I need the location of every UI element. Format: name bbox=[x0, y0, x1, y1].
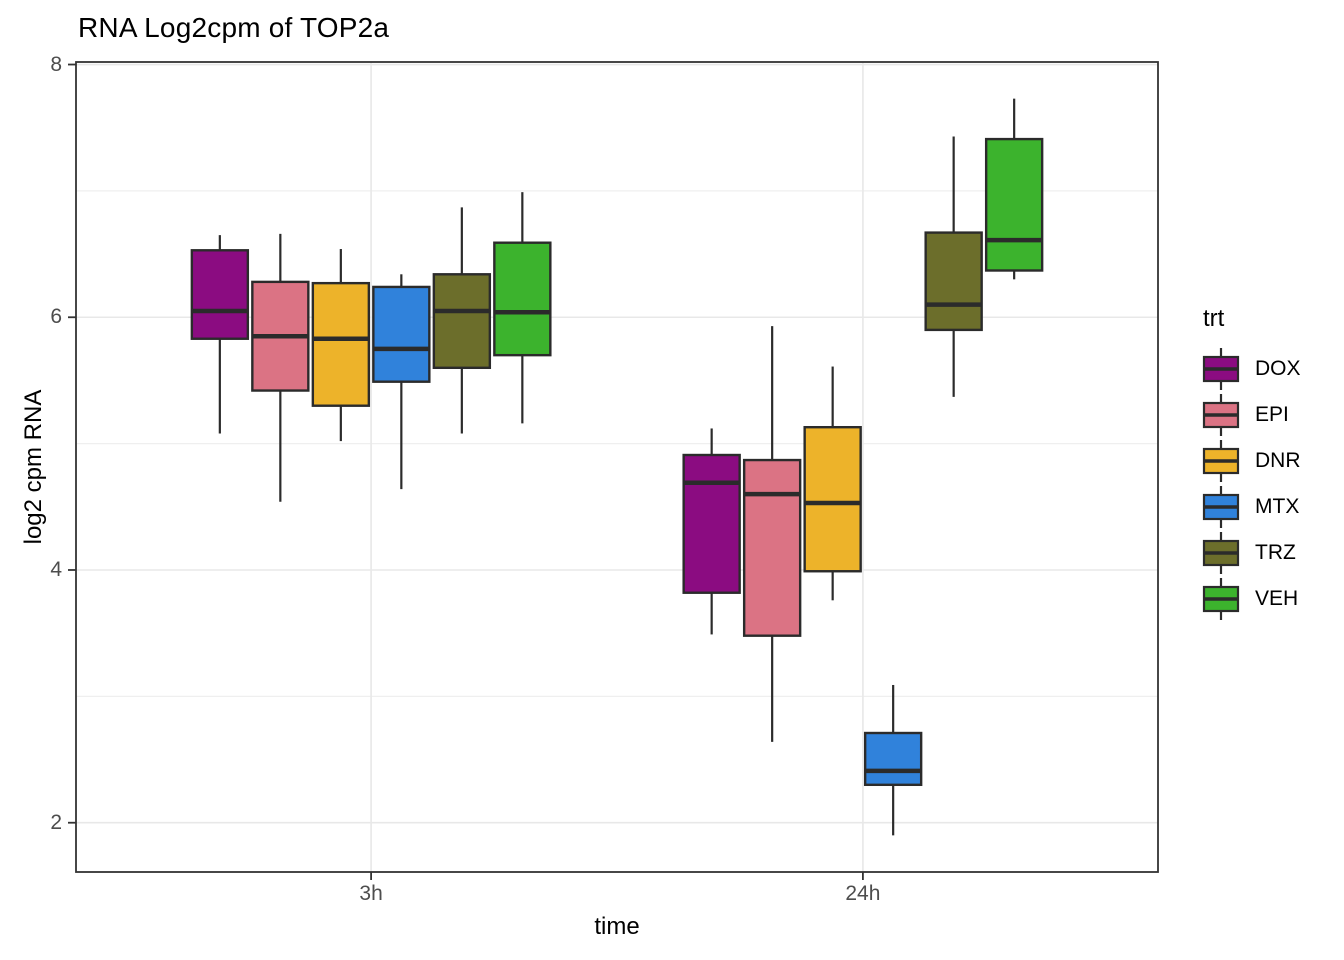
iqr-box bbox=[742, 458, 802, 637]
box-TRZ-3h bbox=[432, 207, 492, 434]
box-DOX-3h bbox=[190, 235, 250, 434]
legend: trt DOX EPI DNR MTX TRZ VEH bbox=[1202, 305, 1301, 622]
chart-title: RNA Log2cpm of TOP2a bbox=[78, 12, 390, 43]
legend-item-DNR: DNR bbox=[1202, 438, 1301, 484]
legend-item-MTX: MTX bbox=[1202, 484, 1301, 530]
iqr-box bbox=[924, 231, 983, 332]
box-TRZ-24h bbox=[924, 136, 983, 397]
legend-key-DNR bbox=[1202, 440, 1240, 482]
panel-border bbox=[75, 61, 1159, 873]
legend-item-VEH: VEH bbox=[1202, 576, 1301, 622]
x-axis-title: time bbox=[594, 913, 640, 940]
box-MTX-24h bbox=[863, 684, 923, 836]
legend-item-EPI: EPI bbox=[1202, 392, 1301, 438]
y-tick-label-4: 4 bbox=[50, 557, 62, 581]
legend-title: trt bbox=[1203, 305, 1225, 332]
legend-key-DOX bbox=[1202, 348, 1240, 390]
iqr-box bbox=[311, 281, 371, 407]
legend-item-TRZ: TRZ bbox=[1202, 530, 1301, 576]
legend-key-EPI bbox=[1202, 394, 1240, 436]
legend-label-DOX: DOX bbox=[1255, 357, 1301, 380]
box-MTX-3h bbox=[372, 274, 431, 490]
x-tick-label-3h: 3h bbox=[359, 882, 383, 905]
legend-label-TRZ: TRZ bbox=[1255, 541, 1296, 564]
axis-ticks bbox=[68, 63, 864, 880]
legend-label-DNR: DNR bbox=[1255, 449, 1301, 472]
iqr-box bbox=[803, 425, 862, 573]
legend-key-VEH bbox=[1202, 578, 1240, 620]
box-EPI-3h bbox=[251, 233, 310, 502]
box-DNR-24h bbox=[803, 366, 862, 601]
iqr-box bbox=[984, 137, 1044, 272]
y-tick-label-6: 6 bbox=[50, 305, 62, 329]
iqr-box bbox=[493, 241, 552, 357]
box-VEH-3h bbox=[493, 192, 552, 424]
box-VEH-24h bbox=[984, 98, 1044, 280]
y-tick-label-2: 2 bbox=[50, 810, 62, 834]
panel-background bbox=[76, 62, 1158, 872]
legend-key-TRZ bbox=[1202, 532, 1240, 574]
y-tick-label-8: 8 bbox=[50, 52, 62, 76]
legend-key-MTX bbox=[1202, 486, 1240, 528]
x-tick-label-24h: 24h bbox=[845, 882, 881, 905]
legend-label-VEH: VEH bbox=[1255, 587, 1299, 610]
iqr-box bbox=[372, 285, 431, 383]
iqr-box bbox=[432, 273, 492, 370]
iqr-box bbox=[190, 249, 250, 340]
box-EPI-24h bbox=[742, 326, 802, 742]
legend-items: DOX EPI DNR MTX TRZ VEH bbox=[1202, 346, 1301, 622]
legend-label-EPI: EPI bbox=[1255, 403, 1289, 426]
iqr-box bbox=[682, 453, 741, 594]
box-DOX-24h bbox=[682, 428, 741, 635]
legend-label-MTX: MTX bbox=[1255, 495, 1300, 518]
iqr-box bbox=[863, 731, 923, 787]
legend-item-DOX: DOX bbox=[1202, 346, 1301, 392]
box-DNR-3h bbox=[311, 249, 371, 442]
